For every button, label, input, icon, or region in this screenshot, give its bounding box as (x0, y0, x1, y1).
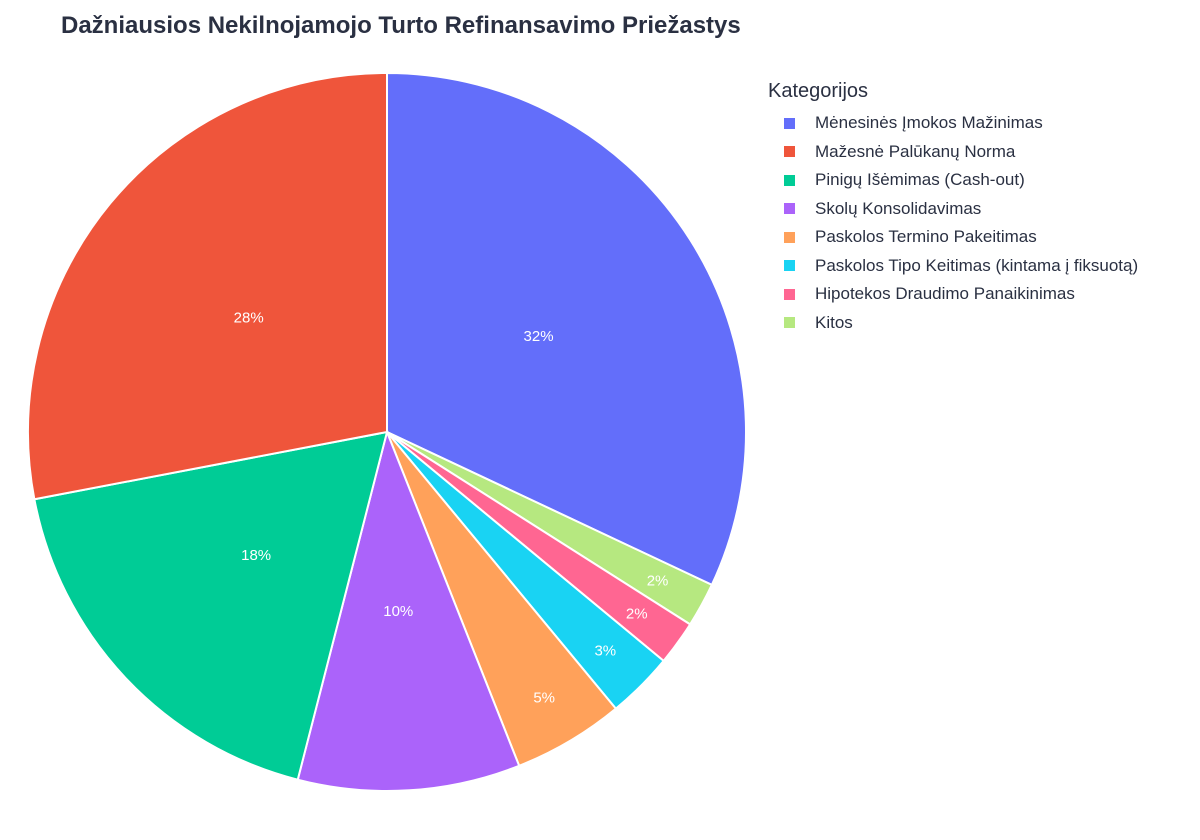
legend-swatch-icon (784, 203, 795, 215)
legend-swatch-icon (784, 146, 795, 158)
pie-slice[interactable] (27, 71, 388, 501)
pie-slice[interactable] (33, 430, 389, 781)
slice-label: 18% (241, 547, 271, 564)
pie-slice[interactable] (296, 428, 521, 792)
legend-item[interactable]: Mažesnė Palūkanų Norma (768, 138, 1138, 167)
slice-label: 32% (524, 328, 554, 345)
slice-label: 2% (626, 605, 648, 622)
legend-swatch-icon (784, 174, 795, 186)
legend-item[interactable]: Paskolos Termino Pakeitimas (768, 223, 1138, 252)
slice-label: 2% (647, 573, 669, 590)
legend-item[interactable]: Hipotekos Draudimo Panaikinimas (768, 280, 1138, 309)
legend: Kategorijos Mėnesinės Įmokos Mažinimas Ma… (768, 80, 1138, 337)
slice-label: 3% (594, 642, 616, 659)
slice-label: 28% (234, 310, 264, 327)
legend-swatch-icon (784, 288, 795, 300)
legend-label: Kitos (815, 312, 853, 332)
legend-label: Mėnesinės Įmokos Mažinimas (815, 113, 1043, 133)
slice-label: 10% (383, 603, 413, 620)
legend-title: Kategorijos (768, 80, 869, 102)
slice-label: 5% (533, 690, 555, 707)
pie-chart: 32% 2% 2% 3% 5% 10% 18% 28% (27, 71, 747, 792)
legend-swatch-icon (784, 117, 795, 129)
legend-item[interactable]: Paskolos Tipo Keitimas (kintama į fiksuo… (768, 252, 1138, 281)
legend-swatch-icon (784, 317, 795, 329)
legend-label: Hipotekos Draudimo Panaikinimas (815, 284, 1075, 304)
legend-label: Skolų Konsolidavimas (815, 198, 982, 218)
legend-item[interactable]: Mėnesinės Įmokos Mažinimas (768, 109, 1138, 138)
legend-item[interactable]: Pinigų Išėmimas (Cash-out) (768, 166, 1138, 195)
chart-title: Dažniausios Nekilnojamojo Turto Refinans… (61, 12, 741, 39)
legend-item[interactable]: Skolų Konsolidavimas (768, 195, 1138, 224)
legend-item[interactable]: Kitos (768, 309, 1138, 338)
legend-swatch-icon (784, 231, 795, 243)
pie-slice[interactable] (386, 71, 747, 587)
legend-label: Mažesnė Palūkanų Norma (815, 141, 1016, 161)
legend-swatch-icon (784, 260, 795, 272)
legend-label: Pinigų Išėmimas (Cash-out) (815, 170, 1025, 190)
legend-label: Paskolos Termino Pakeitimas (815, 227, 1037, 247)
legend-label: Paskolos Tipo Keitimas (kintama į fiksuo… (815, 255, 1139, 275)
